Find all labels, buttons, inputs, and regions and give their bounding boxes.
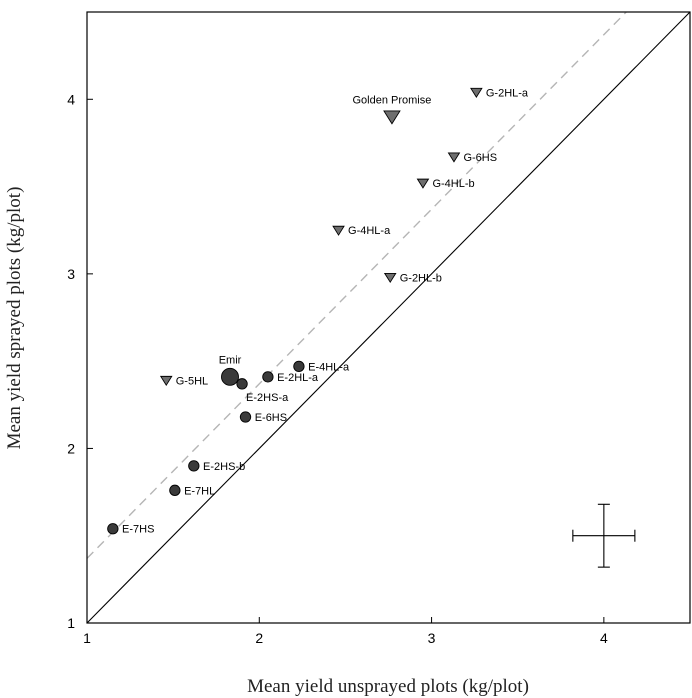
point-label: Golden Promise: [353, 95, 432, 107]
point-e-7hl: [169, 484, 181, 496]
point-e-6hs: [239, 411, 252, 423]
y-axis-title: Mean yield sprayed plots (kg/plot): [4, 187, 25, 450]
point-g-4hl-b: [416, 178, 430, 189]
point-e-4hl-a: [293, 360, 305, 373]
point-g-2hl-a: [470, 87, 483, 98]
point-emir: [221, 367, 239, 386]
point-label: G-4HL-a: [348, 225, 391, 237]
point-label: E-7HL: [184, 485, 215, 497]
point-label: G-5HL: [176, 375, 208, 387]
x-tick-label: 4: [600, 630, 608, 646]
point-label: G-2HL-b: [400, 272, 442, 284]
point-e-2hs-a: [236, 378, 248, 390]
point-label: G-2HL-a: [486, 87, 529, 99]
point-e-2hs-b: [188, 460, 200, 472]
x-tick-label: 2: [255, 630, 263, 646]
point-g-6hs: [447, 152, 461, 163]
point-label: E-7HS: [122, 524, 154, 536]
point-label: E-2HS-a: [246, 392, 289, 404]
point-g-2hl-b: [383, 272, 397, 284]
point-g-5hl: [159, 375, 173, 387]
point-golden-promise: [383, 110, 401, 125]
point-label: E-4HL-a: [308, 361, 350, 373]
point-e-7hs: [107, 523, 119, 535]
dashed-reference-line: [87, 12, 628, 559]
point-label: Emir: [219, 354, 242, 366]
x-axis-title: Mean yield unsprayed plots (kg/plot): [247, 676, 529, 697]
point-g-4hl-a: [332, 225, 345, 236]
x-tick-label: 3: [428, 630, 436, 646]
y-tick-label: 3: [67, 266, 75, 282]
one-to-one-line: [87, 12, 690, 623]
y-tick-label: 1: [67, 615, 75, 631]
plot-frame: [86, 11, 691, 624]
point-label: E-2HL-a: [277, 372, 319, 384]
x-tick-label: 1: [83, 630, 91, 646]
point-label: E-6HS: [255, 412, 287, 424]
point-label: G-4HL-b: [432, 178, 474, 190]
point-e-2hl-a: [262, 371, 274, 383]
point-label: G-6HS: [463, 152, 497, 164]
y-tick-label: 2: [67, 440, 75, 456]
y-tick-label: 4: [67, 91, 75, 107]
point-label: E-2HS-b: [203, 461, 245, 473]
